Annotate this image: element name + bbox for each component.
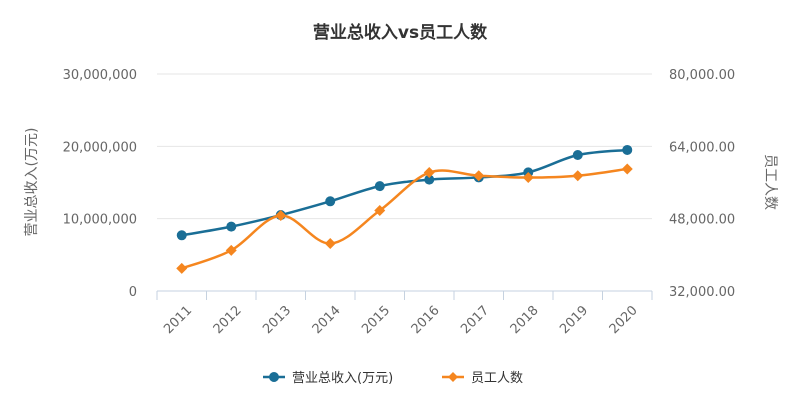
data-point bbox=[423, 167, 435, 179]
legend-item[interactable]: 员工人数 bbox=[442, 371, 523, 386]
data-point bbox=[225, 244, 237, 256]
right-tick-label: 32,000.00 bbox=[669, 285, 735, 300]
legend-label: 员工人数 bbox=[471, 371, 523, 386]
legend-label: 营业总收入(万元) bbox=[292, 371, 393, 386]
series-group bbox=[176, 144, 633, 274]
left-axis: 0 10,000,000 20,000,000 30,000,000 bbox=[63, 68, 137, 300]
legend: 营业总收入(万元) 员工人数 bbox=[263, 371, 523, 386]
x-tick-label: 2019 bbox=[557, 303, 591, 337]
data-point bbox=[522, 172, 534, 184]
x-tick-label: 2013 bbox=[260, 303, 294, 337]
data-point bbox=[572, 170, 584, 182]
x-tick-label: 2020 bbox=[607, 303, 641, 337]
left-tick-label: 0 bbox=[129, 285, 137, 300]
x-tick-label: 2018 bbox=[508, 303, 542, 337]
left-axis-title: 营业总收入(万元) bbox=[24, 128, 40, 237]
right-tick-label: 80,000.00 bbox=[669, 68, 735, 83]
data-point bbox=[324, 238, 336, 250]
data-point bbox=[176, 230, 187, 241]
legend-item[interactable]: 营业总收入(万元) bbox=[263, 371, 393, 386]
data-point bbox=[275, 210, 287, 222]
right-axis-title: 员工人数 bbox=[762, 154, 778, 210]
x-axis: 2011 2012 2013 2014 2015 2016 2017 2018 2019 2020 bbox=[156, 290, 653, 337]
data-point bbox=[572, 150, 583, 161]
data-point bbox=[325, 196, 336, 207]
x-tick-label: 2011 bbox=[161, 303, 195, 337]
data-point bbox=[621, 163, 633, 175]
left-tick-label: 20,000,000 bbox=[63, 140, 137, 155]
chart-title: 营业总收入vs员工人数 bbox=[313, 22, 488, 43]
series-line-2 bbox=[181, 167, 628, 270]
left-tick-label: 30,000,000 bbox=[63, 68, 137, 83]
left-tick-label: 10,000,000 bbox=[63, 213, 137, 228]
x-tick-label: 2016 bbox=[409, 303, 443, 337]
right-axis: 32,000.00 48,000.00 64,000.00 80,000.00 bbox=[669, 68, 735, 300]
x-tick-label: 2012 bbox=[211, 303, 245, 337]
gridlines bbox=[157, 73, 652, 220]
x-tick-label: 2017 bbox=[458, 303, 492, 337]
series-line-1 bbox=[181, 148, 628, 237]
data-point bbox=[424, 174, 435, 185]
data-point bbox=[473, 170, 485, 182]
data-point bbox=[622, 144, 633, 155]
right-tick-label: 64,000.00 bbox=[669, 140, 735, 155]
data-point bbox=[226, 221, 237, 232]
right-tick-label: 48,000.00 bbox=[669, 213, 735, 228]
data-point bbox=[176, 262, 188, 274]
legend-marker bbox=[269, 372, 279, 382]
data-point bbox=[374, 181, 385, 192]
legend-marker bbox=[448, 372, 458, 382]
x-tick-label: 2014 bbox=[310, 303, 344, 337]
data-point bbox=[374, 205, 386, 217]
x-tick-label: 2015 bbox=[359, 303, 393, 337]
